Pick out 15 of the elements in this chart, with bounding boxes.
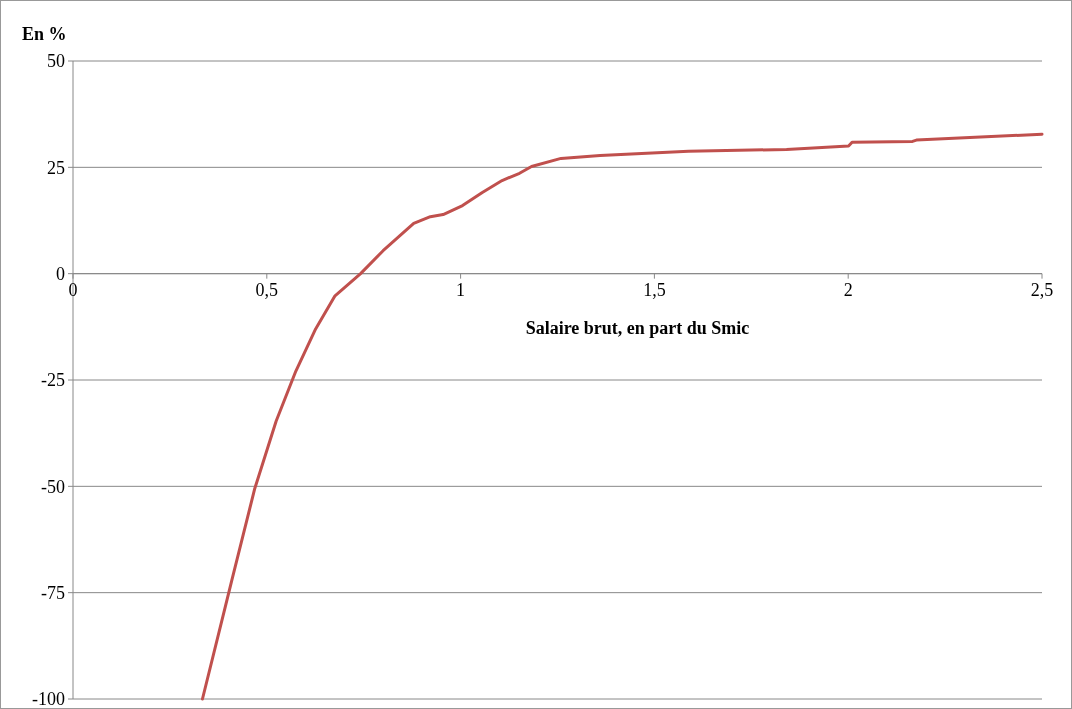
x-tick-label: 2,5 xyxy=(1030,279,1054,300)
x-tick-label: 0 xyxy=(68,279,78,300)
x-tick-label: 0,5 xyxy=(255,279,279,300)
y-tick-label: -75 xyxy=(41,582,65,603)
x-axis-title: Salaire brut, en part du Smic xyxy=(525,317,750,338)
y-tick-label: -100 xyxy=(32,689,65,709)
x-tick-label: 1,5 xyxy=(643,279,666,300)
y-axis-title: En % xyxy=(22,24,67,44)
y-tick-label: -50 xyxy=(41,476,65,497)
y-tick-label: -25 xyxy=(41,370,65,391)
y-tick-label: 50 xyxy=(47,51,65,72)
y-tick-label: 0 xyxy=(56,263,65,284)
x-tick-label: 1 xyxy=(456,279,466,300)
x-tick-label: 2 xyxy=(843,279,853,300)
y-tick-label: 25 xyxy=(47,157,65,178)
